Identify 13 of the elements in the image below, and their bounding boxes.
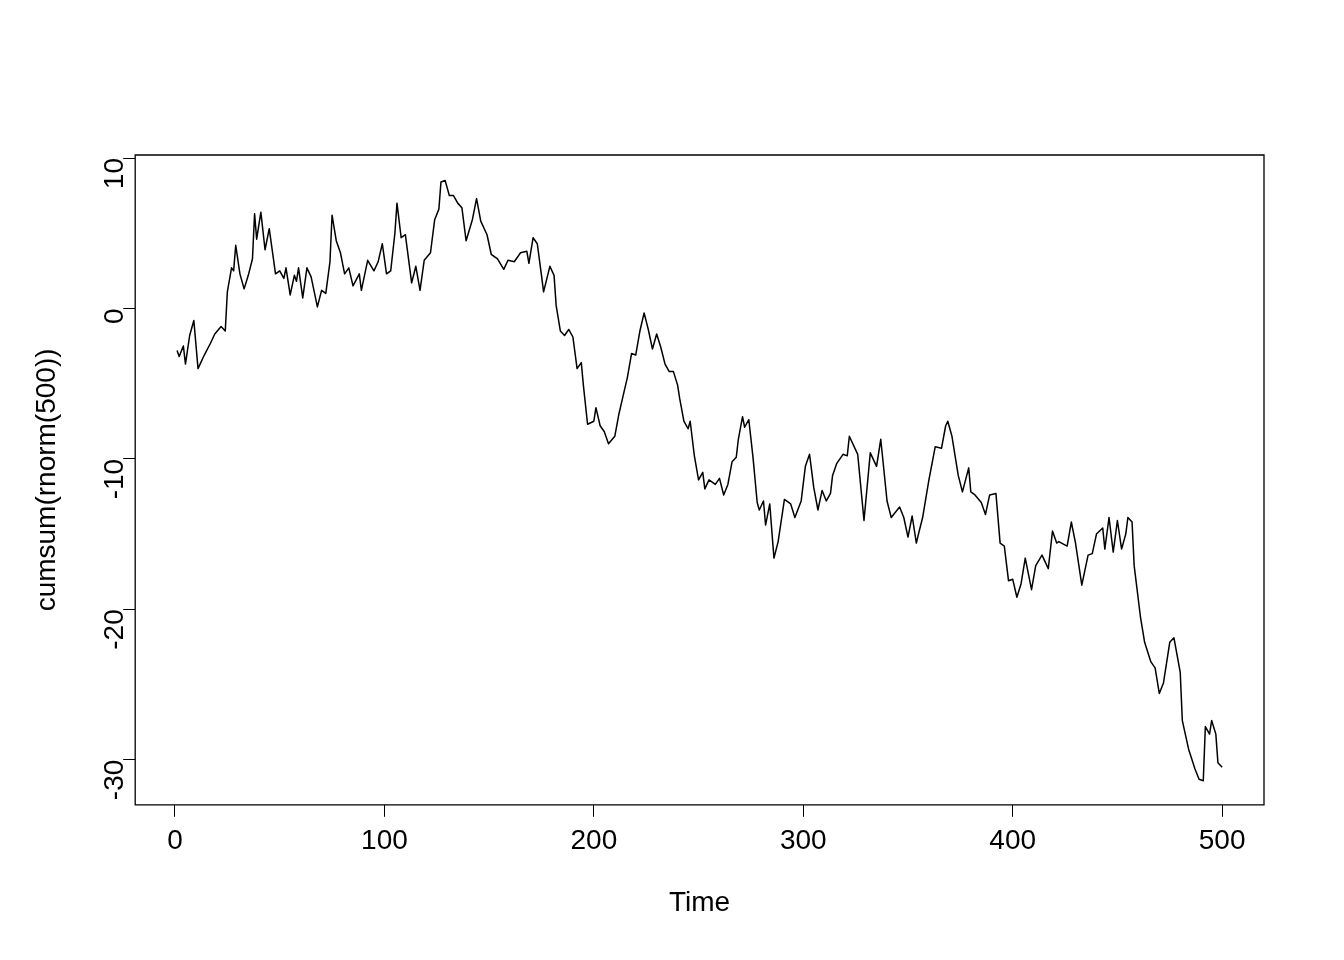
x-tick-label: 300 bbox=[779, 824, 827, 856]
x-tick-label: 100 bbox=[361, 824, 408, 856]
x-tick-label: 400 bbox=[989, 824, 1037, 856]
x-tick-label: 0 bbox=[167, 824, 183, 856]
y-tick-label: -30 bbox=[97, 759, 129, 801]
y-tick-label: -20 bbox=[97, 609, 129, 650]
y-tick-label: -10 bbox=[97, 458, 129, 500]
y-tick-label: 0 bbox=[97, 308, 129, 324]
x-axis-title: Time bbox=[669, 885, 731, 917]
x-tick-label: 200 bbox=[570, 824, 618, 856]
y-tick-label: 10 bbox=[97, 158, 129, 190]
y-axis-title: cumsum(rnorm(500)) bbox=[29, 348, 61, 612]
x-tick-label: 500 bbox=[1198, 824, 1246, 856]
